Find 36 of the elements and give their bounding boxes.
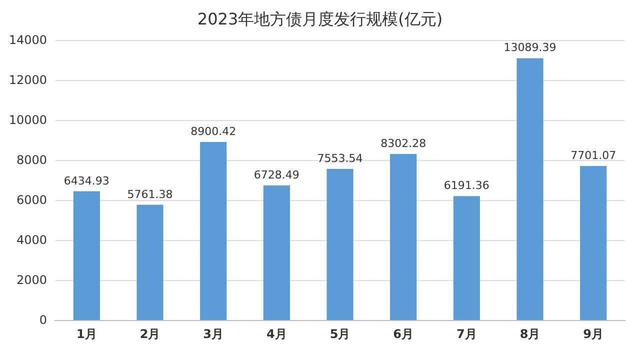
x-tick-label: 1月 [76,327,97,341]
data-label: 6191.36 [444,179,490,192]
data-label: 7553.54 [317,152,363,165]
x-tick-label: 3月 [203,327,224,341]
y-tick-label: 6000 [16,193,47,207]
data-label: 8302.28 [380,136,426,150]
y-tick-label: 8000 [16,153,47,167]
x-tick-label: 5月 [330,327,350,341]
data-label: 5761.38 [127,188,173,201]
y-tick-label: 4000 [16,233,47,247]
bar [200,142,227,320]
y-tick-label: 10000 [8,113,47,127]
data-label: 6434.93 [64,174,110,188]
bar [580,166,607,320]
x-tick-label: 4月 [266,327,287,341]
bar [390,154,417,320]
bar [516,58,544,320]
chart-title: 2023年地方债月度发行规模(亿元) [197,10,443,28]
bar [326,168,354,320]
bar [136,204,164,320]
data-label: 13089.39 [504,41,556,54]
data-label: 8900.42 [190,124,236,138]
data-label: 6728.49 [254,168,300,182]
y-tick-label: 12000 [8,73,47,87]
bar [73,191,100,320]
x-tick-label: 2月 [140,327,160,341]
bar [263,185,290,320]
y-tick-label: 2000 [16,273,47,287]
x-tick-label: 9月 [583,327,604,341]
x-tick-label: 8月 [520,327,540,341]
x-tick-label: 6月 [393,327,414,341]
data-label: 7701.07 [570,148,616,162]
y-tick-label: 14000 [8,33,47,47]
bar [453,196,480,320]
x-tick-label: 7月 [456,327,477,341]
y-tick-label: 0 [39,313,47,327]
